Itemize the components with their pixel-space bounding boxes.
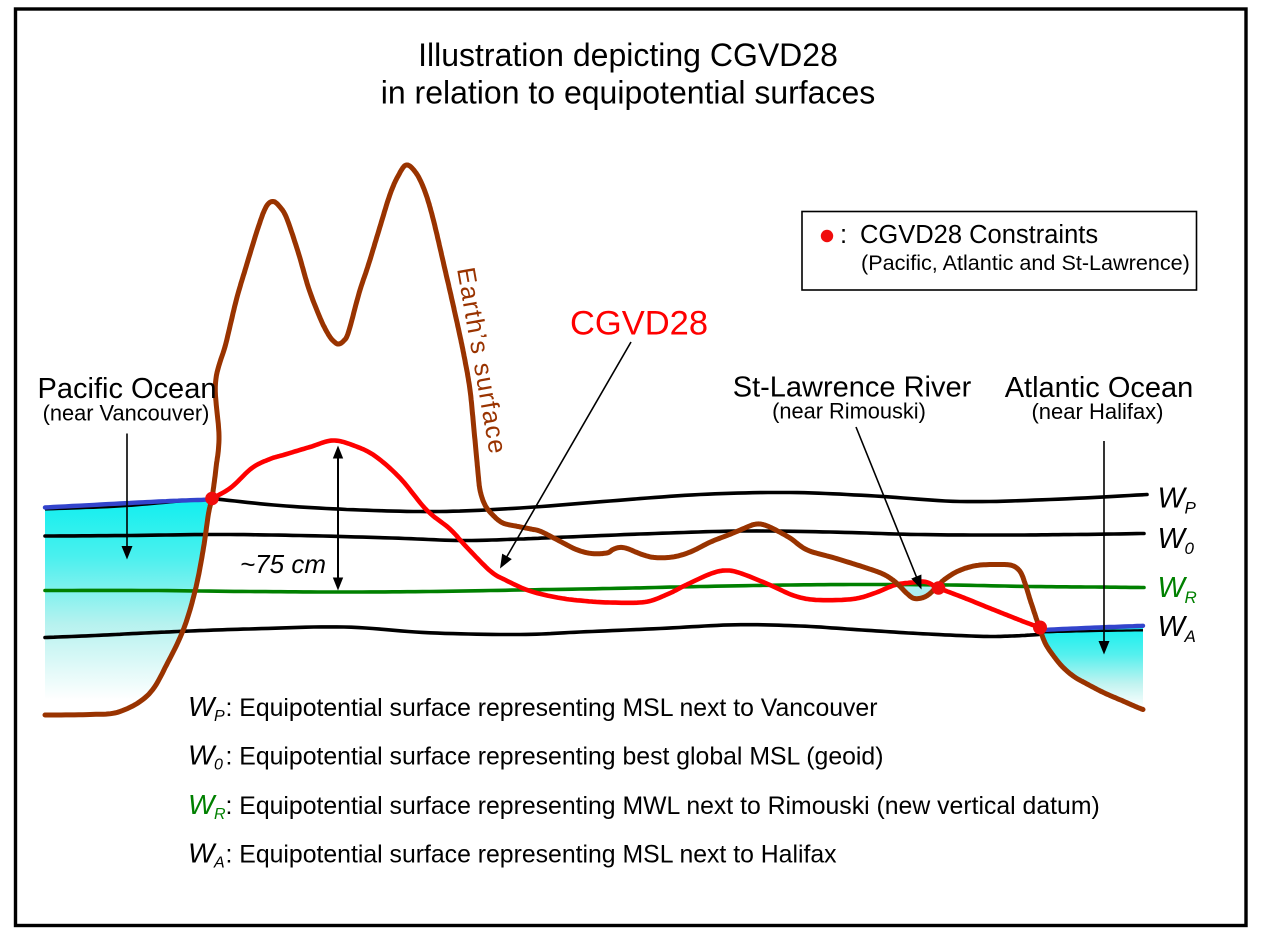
- svg-text:P: P: [214, 708, 225, 725]
- svg-text:W: W: [188, 789, 217, 820]
- svg-text:A: A: [1184, 627, 1196, 646]
- svg-text:0: 0: [1185, 539, 1195, 558]
- svg-text:(Pacific, Atlantic and St-Lawr: (Pacific, Atlantic and St-Lawrence): [861, 250, 1190, 275]
- svg-text:St-Lawrence River: St-Lawrence River: [733, 372, 972, 404]
- svg-text:(near Rimouski): (near Rimouski): [772, 399, 926, 424]
- svg-text:Atlantic Ocean: Atlantic Ocean: [1005, 372, 1194, 404]
- svg-text:~75 cm: ~75 cm: [240, 549, 326, 579]
- svg-text:W: W: [188, 740, 217, 771]
- svg-text:: Equipotential surface repres: : Equipotential surface representing bes…: [226, 744, 884, 771]
- svg-text:W: W: [1158, 483, 1188, 515]
- svg-text:A: A: [213, 855, 225, 872]
- svg-text:in relation to equipotential s: in relation to equipotential surfaces: [381, 75, 876, 111]
- svg-text:W: W: [1158, 611, 1188, 643]
- svg-text:R: R: [214, 806, 226, 823]
- svg-text:CGVD28: CGVD28: [570, 305, 708, 343]
- svg-text:Illustration depicting CGVD28: Illustration depicting CGVD28: [418, 37, 838, 73]
- svg-text:: Equipotential surface repres: : Equipotential surface representing MWL…: [226, 793, 1100, 820]
- svg-text:R: R: [1185, 588, 1197, 607]
- svg-text:W: W: [1158, 572, 1188, 604]
- svg-text::: :: [840, 221, 847, 249]
- svg-text:: Equipotential surface repres: : Equipotential surface representing MSL…: [226, 695, 878, 722]
- svg-text:(near Halifax): (near Halifax): [1031, 399, 1163, 424]
- svg-text:W: W: [1158, 523, 1188, 555]
- svg-text:: Equipotential surface repres: : Equipotential surface representing MSL…: [226, 842, 838, 869]
- svg-text:(near Vancouver): (near Vancouver): [43, 401, 210, 426]
- svg-text:W: W: [188, 691, 217, 722]
- svg-text:P: P: [1185, 499, 1197, 518]
- svg-text:CGVD28 Constraints: CGVD28 Constraints: [860, 221, 1098, 249]
- svg-text:Pacific Ocean: Pacific Ocean: [38, 373, 217, 405]
- svg-text:W: W: [188, 838, 217, 869]
- svg-text:0: 0: [214, 757, 223, 774]
